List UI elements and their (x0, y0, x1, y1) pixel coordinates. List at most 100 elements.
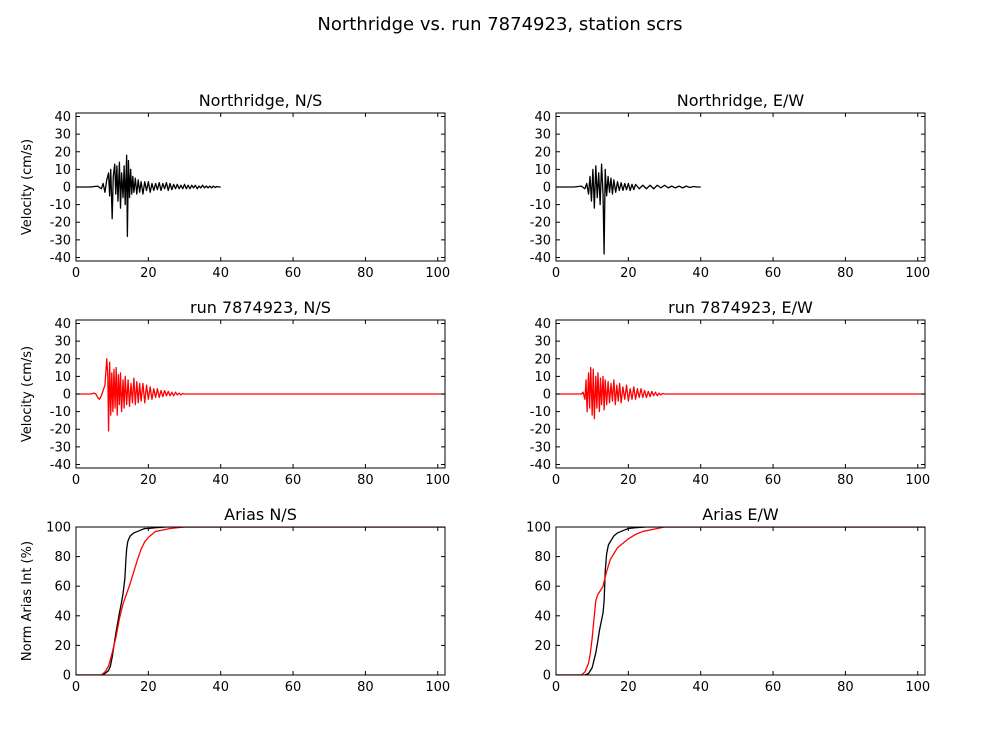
x-tick-label: 100 (425, 266, 450, 281)
axes-frame (75, 526, 446, 676)
x-tick-label: 60 (285, 680, 302, 695)
y-tick-label: 20 (54, 639, 71, 654)
axes-frame (555, 526, 926, 676)
x-tick-label: 20 (140, 473, 157, 488)
panel-top-right: 0 20 40 60 80 100 -40 -30 -20 -10 0 10 20 30 40 Northri… (530, 91, 930, 281)
y-tick-label: 10 (54, 163, 71, 178)
x-tick-label: 80 (357, 266, 374, 281)
y-tick-label: 100 (46, 521, 71, 536)
y-tick-label: 0 (543, 669, 551, 684)
y-tick-label: 20 (534, 145, 551, 160)
x-tick-label: 20 (140, 266, 157, 281)
y-tick-label: 100 (526, 521, 551, 536)
y-tick-label: -40 (530, 251, 551, 266)
y-tick-label: -40 (50, 251, 71, 266)
panel-title: run 7874923, E/W (668, 298, 813, 317)
panel-title: run 7874923, N/S (190, 298, 331, 317)
x-tick-label: 20 (620, 266, 637, 281)
y-tick-label: 40 (534, 609, 551, 624)
y-tick-label: -20 (50, 216, 71, 231)
series-line-red (556, 366, 925, 420)
figure-title: Northridge vs. run 7874923, station scrs (317, 14, 682, 35)
panel-title: Arias N/S (224, 505, 297, 524)
y-tick-label: 20 (54, 145, 71, 160)
y-tick-label: 60 (54, 580, 71, 595)
x-tick-label: 80 (357, 680, 374, 695)
x-tick-label: 40 (692, 266, 709, 281)
y-tick-label: 40 (54, 110, 71, 125)
y-tick-label: 0 (543, 388, 551, 403)
y-tick-label: 0 (63, 181, 71, 196)
y-tick-label: -10 (530, 198, 551, 213)
x-tick-label: 60 (285, 473, 302, 488)
panel-middle-left: 0 20 40 60 80 100 -40 -30 -20 -10 0 10 20 30 40 run 787… (20, 298, 450, 488)
x-tick-label: 40 (212, 473, 229, 488)
x-tick-label: 60 (765, 266, 782, 281)
y-tick-label: -10 (50, 198, 71, 213)
x-tick-label: 0 (552, 680, 560, 695)
y-tick-label: 20 (54, 352, 71, 367)
y-tick-label: -20 (530, 216, 551, 231)
y-tick-label: 30 (54, 335, 71, 350)
x-tick-label: 40 (212, 680, 229, 695)
x-tick-label: 100 (905, 473, 930, 488)
y-tick-label: 10 (534, 163, 551, 178)
y-tick-label: 0 (63, 669, 71, 684)
y-tick-label: 40 (54, 609, 71, 624)
y-tick-label: 40 (534, 317, 551, 332)
x-tick-label: 100 (425, 473, 450, 488)
x-tick-label: 40 (692, 473, 709, 488)
series-line-black (556, 163, 701, 255)
y-tick-label: -10 (50, 405, 71, 420)
x-tick-label: 0 (72, 680, 80, 695)
y-tick-label: -20 (530, 423, 551, 438)
y-tick-label: -40 (530, 458, 551, 473)
panel-bottom-left: 0 20 40 60 80 100 0 20 40 60 80 100 Arias N/S Norm Ar… (20, 505, 450, 695)
y-axis-label: Norm Arias Int (%) (20, 541, 35, 661)
x-tick-label: 40 (692, 680, 709, 695)
x-tick-label: 100 (905, 680, 930, 695)
y-tick-label: -30 (530, 440, 551, 455)
y-tick-label: 40 (534, 110, 551, 125)
x-tick-label: 60 (765, 473, 782, 488)
panel-title: Arias E/W (702, 505, 779, 524)
y-tick-label: 0 (543, 181, 551, 196)
y-tick-label: -10 (530, 405, 551, 420)
x-tick-label: 80 (357, 473, 374, 488)
y-tick-label: 20 (534, 639, 551, 654)
y-tick-label: -40 (50, 458, 71, 473)
y-tick-label: 20 (534, 352, 551, 367)
x-tick-label: 80 (837, 266, 854, 281)
x-tick-label: 60 (285, 266, 302, 281)
series-line-black (76, 527, 445, 675)
x-tick-label: 80 (837, 473, 854, 488)
series-line-red (556, 527, 925, 675)
x-tick-label: 20 (140, 680, 157, 695)
panels-container: 0 20 40 60 80 100-40-30-20-10010203040Northri… (20, 91, 930, 695)
y-tick-label: 10 (54, 370, 71, 385)
panel-middle-right: 0 20 40 60 80 100 -40 -30 -20 -10 0 10 20 30 40 run 787… (530, 298, 930, 488)
x-tick-label: 40 (212, 266, 229, 281)
y-tick-label: 0 (63, 388, 71, 403)
y-tick-label: -30 (530, 233, 551, 248)
y-tick-label: 30 (534, 128, 551, 143)
x-tick-label: 0 (552, 473, 560, 488)
series-line-black (556, 527, 925, 675)
y-tick-label: -20 (50, 423, 71, 438)
y-tick-label: -30 (50, 233, 71, 248)
y-tick-label: 30 (534, 335, 551, 350)
x-tick-label: 100 (905, 266, 930, 281)
series-line-red (76, 358, 445, 432)
x-tick-label: 80 (837, 680, 854, 695)
x-tick-label: 100 (425, 680, 450, 695)
y-tick-label: 60 (534, 580, 551, 595)
panel-bottom-right: 0 20 40 60 80 100 0 20 40 60 80 100 Arias E/W (526, 505, 930, 695)
y-tick-label: 80 (54, 550, 71, 565)
y-tick-label: 30 (54, 128, 71, 143)
y-tick-label: 10 (534, 370, 551, 385)
y-axis-label: Velocity (cm/s) (20, 346, 35, 442)
y-tick-label: 40 (54, 317, 71, 332)
x-tick-label: 20 (620, 473, 637, 488)
x-tick-label: 60 (765, 680, 782, 695)
